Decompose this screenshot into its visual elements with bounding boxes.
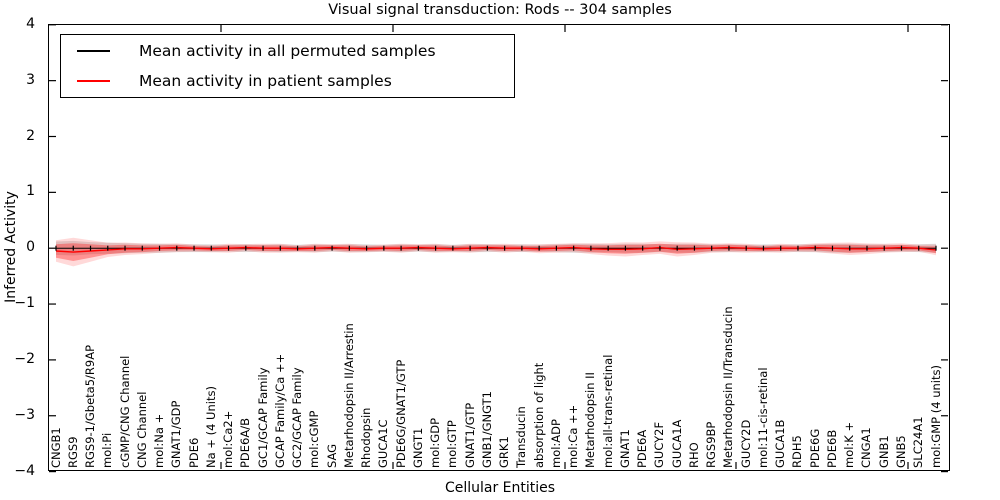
x-category-label: CNG Channel xyxy=(134,391,149,468)
x-category-label: GC1/GCAP Family xyxy=(255,367,270,468)
x-category-label: GNB1 xyxy=(876,435,891,468)
plot-canvas xyxy=(49,24,948,473)
legend: Mean activity in all permuted samples Me… xyxy=(60,34,515,98)
x-category-label: GRK1 xyxy=(497,436,512,468)
x-category-label: SAG xyxy=(324,443,339,468)
x-category-label: mol:K + xyxy=(842,421,857,468)
y-tick-label: 4 xyxy=(26,15,35,32)
x-category-label: PDE6G xyxy=(807,428,822,468)
x-category-label: GNAT1/GTP xyxy=(462,402,477,468)
x-category-label: Rhodopsin xyxy=(359,407,374,468)
x-category-label: RGS9-1/Gbeta5/R9AP xyxy=(83,344,97,468)
legend-label-permuted: Mean activity in all permuted samples xyxy=(139,41,436,60)
legend-label-patient: Mean activity in patient samples xyxy=(139,72,392,91)
x-category-label: mol:cGMP xyxy=(307,410,322,468)
x-category-label: RGS9BP xyxy=(704,421,719,468)
y-tick-label: −3 xyxy=(14,406,35,423)
x-category-label: RDH5 xyxy=(790,435,805,468)
x-category-label: absorption of light xyxy=(531,362,546,468)
chart-title: Visual signal transduction: Rods -- 304 … xyxy=(328,2,672,18)
y-tick-label: 3 xyxy=(26,71,35,88)
x-category-label: GUCY2D xyxy=(738,419,753,468)
x-category-label: mol:Pi xyxy=(100,432,115,468)
y-tick-label: −1 xyxy=(14,295,35,312)
x-category-label: GNAT1/GDP xyxy=(169,400,184,468)
x-category-label: CNGB1 xyxy=(48,427,63,468)
x-category-label: SLC24A1 xyxy=(911,416,926,468)
x-category-label: mol:GDP xyxy=(428,417,443,468)
legend-item-permuted: Mean activity in all permuted samples xyxy=(61,36,514,66)
x-axis-label: Cellular Entities xyxy=(444,480,556,496)
x-category-label: mol:Na + xyxy=(152,413,167,468)
x-category-label: GNGT1 xyxy=(410,427,425,468)
x-category-label: RHO xyxy=(686,442,701,468)
x-category-label: cGMP/CNG Channel xyxy=(117,355,132,468)
x-category-label: mol:GTP xyxy=(445,420,460,468)
x-category-label: Na + (4 Units) xyxy=(203,386,218,468)
x-category-label: GC2/GCAP Family xyxy=(290,367,305,468)
y-tick-label: 1 xyxy=(26,183,35,200)
x-category-label: mol:Ca2+ xyxy=(221,410,236,468)
x-category-label: PDE6 xyxy=(186,437,201,468)
x-category-label: mol:GMP (4 units) xyxy=(928,365,943,468)
x-category-label: mol:ADP xyxy=(548,419,563,468)
plot-area: CNGB1 RGS9 RGS9-1/Gbeta5/R9AP mol:Pi cGMP/CN… xyxy=(48,24,950,473)
x-category-label: mol:Ca ++ xyxy=(566,404,581,468)
y-tick-label: 0 xyxy=(26,239,35,256)
x-category-label: GUCA1A xyxy=(669,419,684,468)
x-category-label: mol:all-trans-retinal xyxy=(600,354,615,468)
x-category-label: GUCA1B xyxy=(773,419,788,468)
x-category-label: PDE6G/GNAT1/GTP xyxy=(393,359,408,468)
x-category-label: GNB5 xyxy=(893,435,908,468)
x-category-label: PDE6A xyxy=(635,429,650,468)
y-tick-label: 2 xyxy=(26,127,35,144)
y-tick-label: −2 xyxy=(14,350,35,367)
x-category-label: Transducin xyxy=(514,406,529,468)
x-category-label: mol:11-cis-retinal xyxy=(755,367,770,468)
x-category-label: GNB1/GNGT1 xyxy=(479,391,494,468)
legend-item-patient: Mean activity in patient samples xyxy=(61,66,514,96)
x-category-label: GNAT1 xyxy=(617,429,632,468)
x-category-label: Metarhodopsin II xyxy=(583,372,598,468)
legend-line-red xyxy=(77,80,110,83)
x-category-label: CNGA1 xyxy=(859,427,874,468)
x-category-label: PDE6B xyxy=(824,429,839,468)
legend-line-black xyxy=(77,49,110,52)
x-category-label: Metarhodopsin II/Arrestin xyxy=(341,323,356,468)
x-category-label: RGS9 xyxy=(65,436,80,468)
x-category-label: Metarhodopsin II/Transducin xyxy=(721,306,736,468)
x-category-label: GCAP Family/Ca ++ xyxy=(272,353,287,468)
y-tick-label: −4 xyxy=(14,462,35,479)
x-category-label: GUCA1C xyxy=(376,419,391,468)
x-category-label: GUCY2F xyxy=(652,421,667,468)
x-category-label: PDE6A/B xyxy=(238,417,253,468)
